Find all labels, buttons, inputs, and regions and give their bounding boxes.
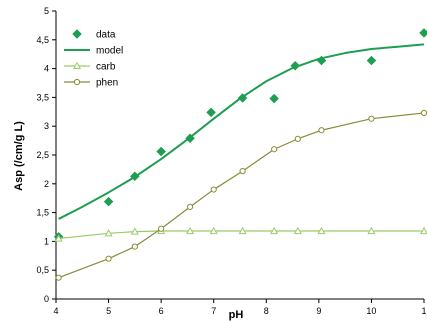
series-data-point-3 xyxy=(156,146,166,157)
series-carb-point-4 xyxy=(186,226,195,235)
series-data xyxy=(53,28,427,242)
y-tick-label-5: 2,5 xyxy=(36,150,49,160)
legend-swatch-marker-data xyxy=(72,29,82,39)
x-tick-label-1: 5 xyxy=(106,306,111,316)
y-tick-label-10: 5 xyxy=(44,6,49,16)
x-ticks: 4 5 6 7 8 9 10 1 xyxy=(53,299,427,316)
series-phen-point-5 xyxy=(210,186,217,193)
series-carb-point-10 xyxy=(367,226,376,235)
series-carb-point-5 xyxy=(209,226,218,235)
series-phen-point-6 xyxy=(239,168,246,175)
y-tick-label-7: 3,5 xyxy=(36,92,49,102)
legend-item-carb: carb xyxy=(64,62,116,73)
x-tick-label-2: 6 xyxy=(159,306,164,316)
series-phen-point-0 xyxy=(55,274,62,281)
x-tick-label-7: 1 xyxy=(421,306,426,316)
x-axis-title: pH xyxy=(229,309,244,321)
series-phen-point-2 xyxy=(131,243,138,250)
x-tick-label-5: 9 xyxy=(316,306,321,316)
x-tick-label-3: 7 xyxy=(211,306,216,316)
y-tick-label-1: 0,5 xyxy=(36,265,49,275)
x-tick-label-0: 4 xyxy=(53,306,58,316)
legend-label-phen: phen xyxy=(96,78,118,89)
series-data-point-10 xyxy=(366,55,377,66)
y-tick-label-0: 0 xyxy=(44,294,49,304)
series-model-line xyxy=(58,43,425,220)
legend-label-model: model xyxy=(96,46,123,57)
series-carb-line xyxy=(58,230,424,240)
y-tick-label-6: 3 xyxy=(44,121,49,131)
series-carb-point-6 xyxy=(238,226,247,235)
series-data-point-11 xyxy=(419,28,427,38)
series-carb-point-7 xyxy=(270,226,279,235)
series-phen xyxy=(55,109,427,281)
series-phen-line xyxy=(58,112,425,279)
y-tick-label-3: 1,5 xyxy=(36,208,49,218)
series-phen-point-9 xyxy=(318,127,325,134)
series-phen-point-11 xyxy=(420,109,427,117)
series-data-point-1 xyxy=(103,196,114,207)
legend-swatch-marker-phen xyxy=(73,78,81,86)
legend-item-phen: phen xyxy=(64,78,118,89)
legend-label-carb: carb xyxy=(96,62,116,73)
legend-item-model: model xyxy=(64,46,123,57)
y-ticks: 0 0,5 1 1,5 2 2,5 3 3,5 4 4,5 5 xyxy=(36,6,56,304)
series-data-point-7 xyxy=(269,93,280,104)
y-tick-label-9: 4,5 xyxy=(36,35,49,45)
legend: data model carb phen xyxy=(64,29,123,89)
y-tick-label-2: 1 xyxy=(44,236,49,246)
legend-item-data: data xyxy=(72,29,116,41)
legend-label-data: data xyxy=(96,30,116,41)
series-phen-point-1 xyxy=(105,255,112,262)
series-carb-point-11 xyxy=(419,226,427,235)
series-phen-point-7 xyxy=(271,146,278,153)
series-carb-point-0 xyxy=(54,234,63,242)
series-carb-point-2 xyxy=(130,227,139,235)
series-carb-point-8 xyxy=(293,226,302,235)
y-axis-title: Asp (/cm/g L) xyxy=(13,121,25,191)
series-phen-point-4 xyxy=(186,203,194,210)
series-carb xyxy=(54,226,427,242)
x-tick-label-4: 8 xyxy=(264,306,269,316)
series-phen-point-10 xyxy=(368,115,375,122)
series-carb-point-1 xyxy=(104,229,113,237)
series-carb-point-9 xyxy=(317,226,326,235)
series-phen-point-3 xyxy=(158,225,165,232)
series-phen-point-8 xyxy=(294,135,301,142)
series-model xyxy=(58,43,425,220)
x-tick-label-6: 10 xyxy=(366,306,376,316)
legend-swatch-marker-carb xyxy=(72,61,82,70)
series-layer xyxy=(53,28,427,281)
series-data-point-5 xyxy=(206,107,216,118)
y-tick-label-8: 4 xyxy=(44,64,49,74)
y-tick-label-4: 2 xyxy=(44,179,49,189)
